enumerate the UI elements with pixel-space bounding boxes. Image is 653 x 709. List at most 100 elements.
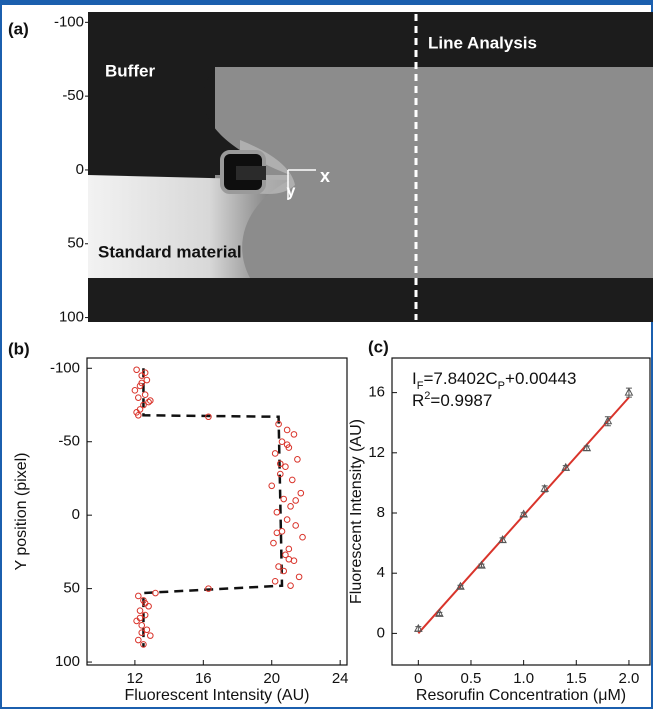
annotation: y xyxy=(287,183,296,200)
y-tick-label: 0 xyxy=(377,624,385,641)
point xyxy=(140,641,147,648)
point xyxy=(136,607,144,614)
point xyxy=(141,611,149,619)
point xyxy=(287,503,294,510)
point xyxy=(135,411,142,419)
point xyxy=(477,560,486,569)
x-tick-label: 0.5 xyxy=(461,670,482,687)
y-tick-label: -100 xyxy=(54,13,84,30)
equation-part: +0.00443 xyxy=(505,369,576,388)
point xyxy=(146,632,154,639)
point xyxy=(276,460,284,468)
x-tick-label: 2.0 xyxy=(619,670,640,687)
x-axis-label: Resorufin Concentration (μM) xyxy=(416,687,626,704)
point xyxy=(287,582,294,589)
x-axis-label: Fluorescent Intensity (AU) xyxy=(125,687,310,704)
y-tick-label: 0 xyxy=(72,506,80,523)
point xyxy=(285,555,293,563)
point xyxy=(435,608,444,617)
point xyxy=(280,495,288,503)
fit-line xyxy=(142,368,284,648)
point xyxy=(295,573,303,581)
equation: IF=7.8402CP+0.00443 xyxy=(412,369,576,391)
annotation: Line Analysis xyxy=(428,33,537,52)
point xyxy=(138,379,146,387)
panel-label: (a) xyxy=(8,19,29,38)
point xyxy=(283,441,291,448)
error-bar xyxy=(457,584,464,589)
point xyxy=(268,482,276,490)
point xyxy=(146,397,154,404)
error-bar xyxy=(520,512,527,517)
point xyxy=(131,387,139,394)
equation-part: =7.8402C xyxy=(423,369,497,388)
point xyxy=(152,589,159,597)
point xyxy=(283,516,291,523)
error-bar xyxy=(436,611,443,616)
point xyxy=(282,463,289,470)
y-tick-label: 100 xyxy=(55,653,80,670)
x-tick-label: 12 xyxy=(127,670,144,687)
point xyxy=(135,636,142,644)
annotation: Buffer xyxy=(105,61,155,80)
point xyxy=(135,592,142,600)
point xyxy=(292,522,299,529)
point xyxy=(624,387,634,396)
point xyxy=(138,629,146,636)
point xyxy=(276,470,284,478)
x-tick-label: 1.0 xyxy=(513,670,534,687)
micrograph xyxy=(88,12,653,322)
point xyxy=(299,533,306,541)
equation: R2=0.9987 xyxy=(412,390,492,411)
y-tick-label: 100 xyxy=(59,309,84,326)
y-tick-label: 16 xyxy=(368,384,385,401)
error-bar xyxy=(478,563,485,568)
point xyxy=(456,581,465,590)
y-tick-label: 0 xyxy=(76,161,84,178)
point xyxy=(143,626,151,634)
point xyxy=(519,509,528,518)
x-tick-label: 24 xyxy=(332,670,349,687)
y-tick-label: 50 xyxy=(63,580,80,597)
point xyxy=(141,391,149,399)
point xyxy=(603,416,613,425)
point xyxy=(135,394,142,401)
point xyxy=(138,622,146,629)
point xyxy=(136,614,144,622)
point xyxy=(540,483,550,492)
point xyxy=(283,426,291,434)
point xyxy=(275,563,282,570)
y-tick-label: -100 xyxy=(50,359,80,376)
panel-label: (c) xyxy=(368,337,389,356)
y-axis-label: Y position (pixel) xyxy=(13,453,30,571)
point xyxy=(271,450,279,457)
equation-part: I xyxy=(412,369,417,388)
subscript: 2 xyxy=(424,390,430,402)
x-tick-label: 16 xyxy=(195,670,212,687)
point xyxy=(292,497,299,504)
panel-label: (b) xyxy=(8,339,30,358)
x-tick-label: 1.5 xyxy=(566,670,587,687)
point xyxy=(290,431,298,438)
point xyxy=(143,376,151,384)
y-tick-label: -50 xyxy=(62,87,84,104)
point xyxy=(205,585,212,592)
y-tick-label: -50 xyxy=(58,433,80,450)
x-tick-label: 0 xyxy=(414,670,422,687)
subscript: P xyxy=(498,380,505,392)
point xyxy=(205,413,212,421)
point xyxy=(133,366,140,374)
top-bar xyxy=(0,0,653,5)
subscript: F xyxy=(417,380,424,392)
point xyxy=(145,398,152,406)
point xyxy=(273,508,281,516)
plot-frame xyxy=(391,357,651,666)
point xyxy=(141,600,149,607)
point xyxy=(273,529,281,537)
point xyxy=(141,369,149,376)
equation-part: =0.9987 xyxy=(430,391,492,410)
point xyxy=(288,476,296,484)
y-tick-label: 4 xyxy=(377,564,385,581)
